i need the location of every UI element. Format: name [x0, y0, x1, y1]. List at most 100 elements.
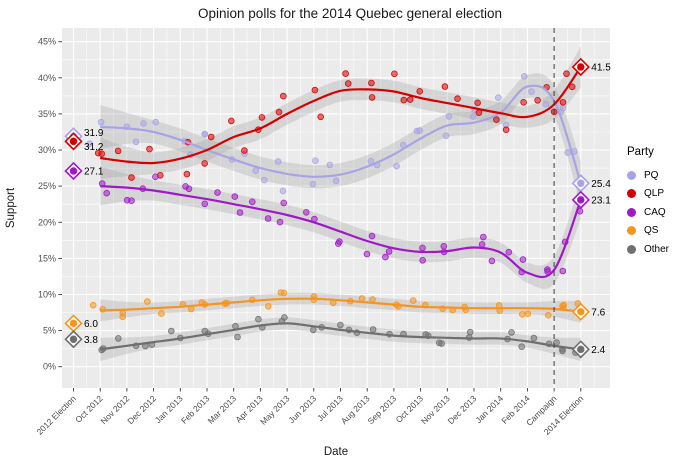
legend-item-pq: PQ	[627, 166, 697, 185]
poll-point	[231, 193, 239, 200]
legend-item-qs: QS	[627, 222, 697, 241]
poll-point	[255, 315, 262, 323]
poll-point	[559, 347, 566, 355]
poll-point	[478, 241, 486, 248]
poll-point	[207, 133, 215, 141]
poll-point	[559, 99, 567, 106]
poll-point	[344, 80, 352, 87]
y-tick-label: 35%	[38, 109, 56, 119]
result-2012-qs-dot	[69, 319, 78, 328]
poll-point	[368, 232, 376, 240]
poll-point	[311, 86, 319, 94]
poll-point	[413, 127, 421, 135]
poll-point	[264, 215, 272, 222]
x-tick-label: Dec 2013	[446, 393, 479, 426]
poll-point	[228, 117, 235, 125]
poll-point	[86, 140, 93, 148]
election-results: 31.9 31.2 27.1 6.0 3.8 25.4 41.5 23.1 7.6 2.4	[64, 57, 611, 359]
poll-point	[385, 248, 393, 255]
poll-point	[559, 267, 567, 275]
poll-point	[563, 70, 570, 77]
poll-point	[158, 310, 165, 317]
x-tick-label: Dec 2012	[125, 393, 158, 426]
legend-key-dot	[627, 170, 636, 180]
x-tick-label: 2012 Election	[34, 393, 78, 437]
poll-point	[119, 309, 127, 317]
poll-point	[505, 248, 513, 256]
legend-items: PQ QLP CAQ QS Other	[627, 166, 697, 259]
x-tick-label: Jun 2013	[286, 393, 318, 425]
result-2014-other-dot	[577, 345, 585, 354]
poll-point	[358, 295, 366, 302]
poll-point	[342, 70, 349, 77]
band-qlp	[100, 46, 581, 179]
poll-point	[440, 243, 448, 250]
poll-point	[276, 218, 284, 226]
poll-point	[534, 97, 541, 104]
poll-point	[564, 149, 572, 156]
poll-point	[528, 88, 535, 95]
poll-point	[98, 150, 105, 158]
result-2014-other-label: 2.4	[591, 345, 605, 356]
y-tick-label: 15%	[38, 253, 56, 263]
poll-point	[363, 250, 371, 258]
poll-point	[369, 326, 377, 333]
poll-point	[89, 301, 97, 309]
poll-point	[409, 297, 417, 304]
poll-point	[332, 177, 340, 185]
poll-point	[201, 160, 209, 167]
y-tick-label: 30%	[38, 145, 56, 155]
poll-point	[474, 99, 481, 107]
legend-key-dot	[627, 189, 636, 199]
poll-point	[442, 132, 450, 140]
poll-point	[368, 79, 375, 87]
result-2014-pq-label: 25.4	[591, 179, 611, 190]
points-qlp	[94, 70, 576, 181]
result-2012-pq-label: 31.9	[84, 128, 104, 139]
chart-title: Opinion polls for the 2014 Quebec genera…	[198, 6, 502, 21]
poll-point	[317, 113, 325, 121]
poll-point	[508, 329, 515, 336]
poll-point	[115, 335, 122, 342]
result-2012-qlp-label: 31.2	[84, 142, 104, 153]
poll-point	[494, 94, 502, 101]
points-other	[98, 314, 579, 356]
legend-item-qlp: QLP	[627, 185, 697, 204]
poll-point	[466, 328, 474, 336]
legend: Party PQ QLP CAQ QS Other	[627, 146, 697, 259]
y-axis-title: Support	[5, 187, 17, 228]
poll-point	[469, 113, 477, 120]
poll-point	[280, 199, 288, 207]
poll-point	[302, 209, 310, 216]
poll-point	[280, 289, 288, 297]
poll-point	[520, 99, 527, 106]
poll-point	[214, 189, 221, 196]
line-qs	[100, 297, 581, 313]
poll-point	[391, 70, 398, 78]
poll-point	[544, 266, 551, 273]
poll-point	[502, 126, 510, 133]
poll-point	[144, 298, 151, 305]
legend-key-dot	[627, 244, 636, 254]
poll-point	[140, 120, 147, 127]
result-2014-caq-label: 23.1	[591, 195, 611, 206]
band-other	[100, 317, 581, 361]
line-pq	[100, 84, 582, 184]
legend-item-label: QS	[644, 225, 659, 237]
gridlines	[62, 28, 610, 388]
poll-point	[568, 83, 576, 91]
result-2012-other-label: 3.8	[84, 335, 98, 346]
poll-point	[544, 311, 552, 319]
poll-point	[519, 256, 527, 263]
result-2014-caq-dot	[577, 196, 585, 204]
poll-point	[185, 185, 193, 193]
poll-point	[445, 113, 453, 120]
poll-point	[475, 109, 483, 116]
poll-point	[97, 118, 105, 126]
y-tick-label: 25%	[38, 181, 56, 191]
poll-point	[530, 334, 538, 342]
poll-point	[560, 301, 568, 309]
poll-point	[152, 173, 159, 181]
